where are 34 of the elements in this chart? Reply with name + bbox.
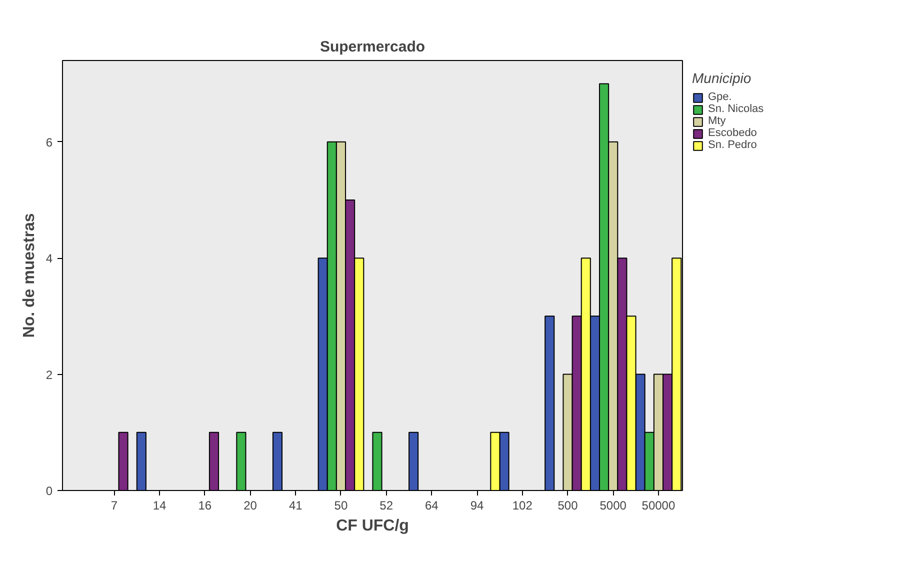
x-axis-title: CF UFC/g [336, 518, 409, 534]
x-tick-label: 102 [512, 498, 533, 512]
y-tick-label: 2 [46, 368, 53, 382]
x-tick-label: 50 [334, 498, 348, 512]
x-tick-label: 41 [288, 498, 303, 512]
bar [408, 432, 419, 490]
x-tick-label: 20 [244, 498, 258, 512]
x-tick-label: 64 [425, 498, 439, 512]
legend-label: Mty [708, 115, 727, 127]
legend-title: Municipio [692, 70, 752, 86]
bar [372, 432, 382, 490]
bar [136, 432, 146, 490]
chart-title: Supermercado [320, 38, 426, 56]
bar [236, 432, 246, 490]
bar [208, 432, 220, 490]
bar [118, 432, 128, 490]
x-tick-label: 52 [380, 498, 394, 512]
x-tick-label: 94 [470, 498, 484, 512]
x-tick-label: 7 [110, 498, 118, 512]
y-tick-label: 4 [46, 252, 53, 266]
y-tick-label: 6 [46, 135, 53, 150]
bar [544, 316, 555, 490]
x-tick-label: 14 [152, 498, 167, 512]
x-tick-label: 50000 [642, 498, 676, 512]
y-axis-title: No. de muestras [20, 213, 38, 338]
legend-label: Sn. Nicolas [708, 103, 764, 115]
y-tick-label: 0 [46, 484, 53, 498]
bar [272, 432, 283, 490]
x-tick-label: 16 [198, 498, 212, 512]
legend-label: Gpe. [708, 91, 732, 103]
legend-label: Sn. Pedro [708, 139, 757, 151]
x-tick-label: 500 [558, 498, 578, 512]
legend-label: Escobedo [708, 127, 757, 139]
x-tick-label: 5000 [600, 498, 627, 512]
